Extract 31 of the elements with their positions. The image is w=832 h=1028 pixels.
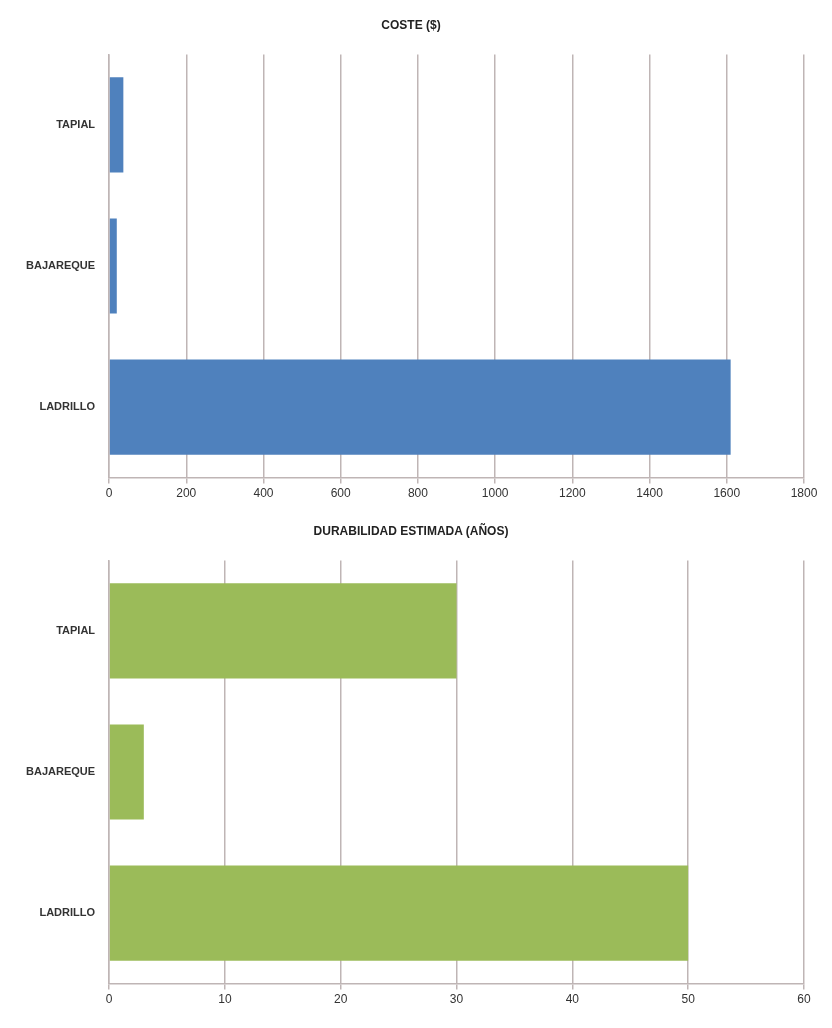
x-tick-label: 1000 [481,486,509,501]
x-tick-label: 40 [565,992,580,1007]
bar [109,724,144,820]
y-tick-label: TAPIAL [56,623,96,636]
x-tick-label: 0 [105,486,113,501]
y-tick-label: BAJAREQUE [25,259,96,272]
bar [109,77,124,173]
x-tick-label: 600 [330,486,352,501]
x-tick-label: 10 [218,992,232,1007]
y-tick-label: BAJAREQUE [25,765,96,778]
x-tick-label: 0 [105,992,113,1007]
x-tick-label: 1800 [790,486,818,501]
x-tick-label: 50 [681,992,696,1007]
x-tick-label: 200 [176,486,197,501]
y-tick-label: TAPIAL [56,117,96,130]
chart-title: COSTE ($) [381,17,441,32]
chart-title: DURABILIDAD ESTIMADA (AÑOS) [313,522,509,538]
x-tick-label: 60 [797,992,811,1007]
x-tick-label: 20 [334,992,348,1007]
x-tick-label: 1400 [636,486,664,501]
x-tick-label: 30 [449,992,464,1007]
x-tick-label: 1600 [713,486,741,501]
bar [109,359,731,455]
bar [109,865,689,961]
x-tick-label: 400 [253,486,274,501]
x-tick-label: 1200 [559,486,587,501]
x-tick-label: 800 [407,486,429,501]
bar [109,583,457,679]
bar [109,218,117,314]
y-tick-label: LADRILLO [39,400,96,413]
y-tick-label: LADRILLO [39,906,96,919]
